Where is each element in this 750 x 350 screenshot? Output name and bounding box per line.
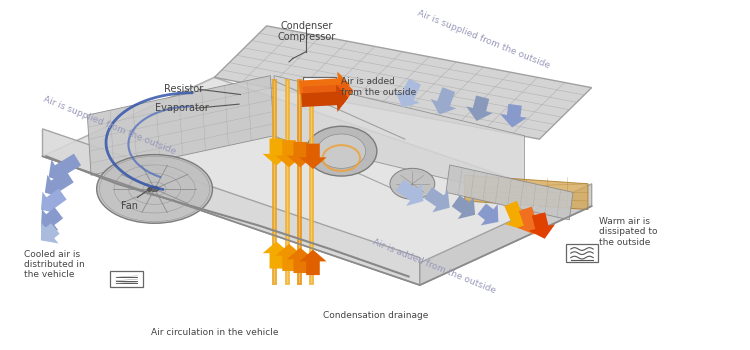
Ellipse shape <box>150 186 159 192</box>
Polygon shape <box>465 175 588 210</box>
Text: Resistor: Resistor <box>164 84 203 94</box>
Polygon shape <box>43 129 420 285</box>
FancyBboxPatch shape <box>110 271 142 287</box>
Text: Evaporator: Evaporator <box>154 103 209 113</box>
Polygon shape <box>420 184 592 285</box>
Text: Air is added
from the outside: Air is added from the outside <box>341 77 417 97</box>
Polygon shape <box>446 165 573 220</box>
Text: Air is supplied from the outside: Air is supplied from the outside <box>43 94 178 156</box>
FancyBboxPatch shape <box>566 244 598 262</box>
Polygon shape <box>214 26 592 139</box>
Text: Warm air is
dissipated to
the outside: Warm air is dissipated to the outside <box>599 217 658 247</box>
Ellipse shape <box>97 155 212 223</box>
Text: Condenser
Compressor: Condenser Compressor <box>278 21 335 42</box>
Polygon shape <box>274 76 524 197</box>
Text: Air is supplied from the outside: Air is supplied from the outside <box>416 9 551 70</box>
Text: Air is added from the outside: Air is added from the outside <box>371 237 497 295</box>
Text: Condensation drainage: Condensation drainage <box>322 312 428 321</box>
Ellipse shape <box>317 134 366 168</box>
Polygon shape <box>87 76 274 175</box>
Text: Air circulation in the vehicle: Air circulation in the vehicle <box>151 328 278 337</box>
FancyBboxPatch shape <box>303 77 336 96</box>
Ellipse shape <box>390 168 435 199</box>
Polygon shape <box>43 77 592 285</box>
Text: Fan: Fan <box>121 201 138 211</box>
Text: Cooled air is
distributed in
the vehicle: Cooled air is distributed in the vehicle <box>24 250 85 279</box>
Ellipse shape <box>306 126 376 176</box>
